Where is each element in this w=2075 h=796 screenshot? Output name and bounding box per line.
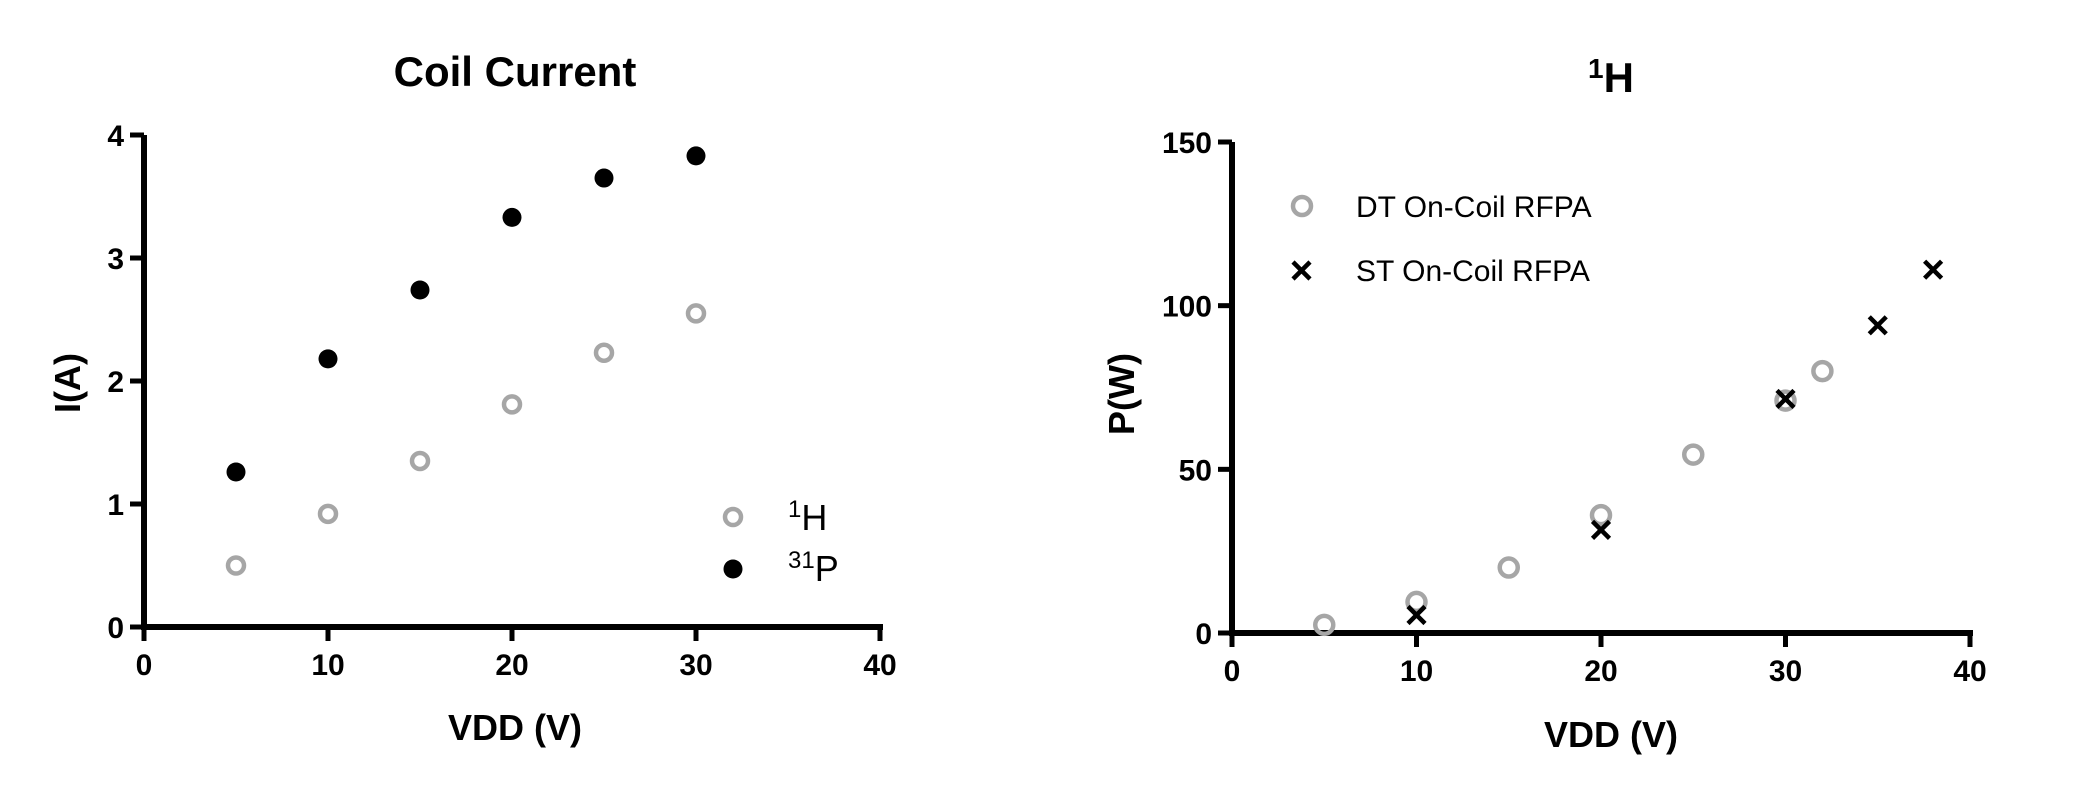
chart1-point-filled-circle [594,168,614,188]
chart2-y-tick-label: 0 [1195,618,1212,651]
chart1-x-tick-label: 0 [136,649,153,682]
chart1-y-tick-label: 0 [107,612,124,645]
chart2-point-open-circle [1589,503,1613,527]
chart1-marks [225,146,707,576]
chart1-x-tick-label: 40 [863,649,896,682]
chart2-point-x [1406,604,1427,626]
chart2-title-main: H [1604,54,1634,101]
coil-current-chart: Coil Current 0 10 20 30 40 0 1 2 3 4 VDD (V) I(A)… [47,48,897,748]
chart2-y-tick-label: 100 [1162,291,1212,324]
chart2-point-x [1590,519,1612,540]
chart1-point-filled-circle [686,146,706,166]
chart1-x-axis-label: VDD (V) [448,707,582,748]
chart2-y-tick-label: 50 [1179,454,1212,487]
chart1-point-filled-circle [502,207,522,227]
chart2-point-open-circle [1497,556,1520,579]
chart2-point-x [1867,315,1888,336]
chart2-y-axis-label: P(W) [1101,353,1142,435]
chart2-point-open-circle [1405,590,1428,614]
1h-power-chart: 1H 0 10 20 30 40 0 50 100 150 VDD (V) P(W) DT On… [1101,53,1987,755]
chart1-legend-sup-1h: 1 [788,496,801,523]
chart2-legend-marker-dt [1290,194,1314,218]
chart2-point-open-circle [1774,389,1797,412]
chart2-legend-label-st: ST On-Coil RFPA [1356,255,1590,288]
chart1-x-tick-label: 10 [311,649,344,682]
chart2-x-axis-label: VDD (V) [1544,714,1678,755]
chart2-legend-label-dt: DT On-Coil RFPA [1356,191,1592,224]
chart2-title: 1H [1588,53,1634,101]
chart2-x-tick-label: 20 [1584,655,1617,688]
chart2-x-tick-label: 40 [1953,655,1986,688]
chart1-legend-sup-31p: 31 [788,547,815,574]
chart2-x-tick-label: 30 [1769,655,1802,688]
chart2-legend: DT On-Coil RFPA ST On-Coil RFPA [1290,191,1592,288]
chart1-point-open-circle [317,503,339,525]
chart1-legend-main-1h: H [801,497,827,538]
chart1-legend-label-31p: 31P [788,547,839,589]
chart1-point-open-circle [593,342,615,363]
chart1-ticks: 0 10 20 30 40 0 1 2 3 4 [107,120,896,682]
chart1-legend: 1H 31P [722,496,839,589]
chart1-x-tick-label: 20 [495,649,528,682]
chart1-point-open-circle [501,394,523,415]
chart2-marks [1313,259,1944,637]
chart1-y-tick-label: 1 [107,489,124,522]
chart1-legend-marker-1h [722,506,744,528]
chart2-axes [1229,142,1973,636]
chart1-title: Coil Current [394,48,637,95]
chart2-title-sup: 1 [1588,53,1604,84]
chart1-y-tick-label: 3 [107,243,124,276]
chart1-point-open-circle [225,555,247,576]
chart2-point-x [1923,259,1944,280]
chart1-y-tick-label: 4 [107,120,124,153]
chart1-y-axis-label: I(A) [47,353,88,413]
chart1-legend-main-31p: P [815,548,839,589]
chart1-point-filled-circle [226,462,246,482]
chart2-legend-marker-st [1291,260,1312,281]
chart2-y-tick-label: 150 [1162,127,1212,160]
chart2-x-tick-label: 0 [1224,655,1241,688]
chart1-y-tick-label: 2 [107,366,124,399]
chart2-x-tick-label: 10 [1400,655,1433,688]
chart1-x-tick-label: 30 [679,649,712,682]
chart1-point-open-circle [409,450,431,472]
chart1-legend-label-1h: 1H [788,496,827,538]
chart1-point-filled-circle [410,280,430,300]
chart1-point-open-circle [685,303,707,324]
chart1-legend-marker-31p [723,559,743,579]
chart2-point-x [1775,388,1796,410]
chart2-point-open-circle [1811,359,1834,383]
chart2-point-open-circle [1682,443,1705,466]
chart2-point-open-circle [1313,613,1336,637]
chart1-point-filled-circle [318,349,338,369]
chart2-ticks: 0 10 20 30 40 0 50 100 150 [1162,127,1987,688]
